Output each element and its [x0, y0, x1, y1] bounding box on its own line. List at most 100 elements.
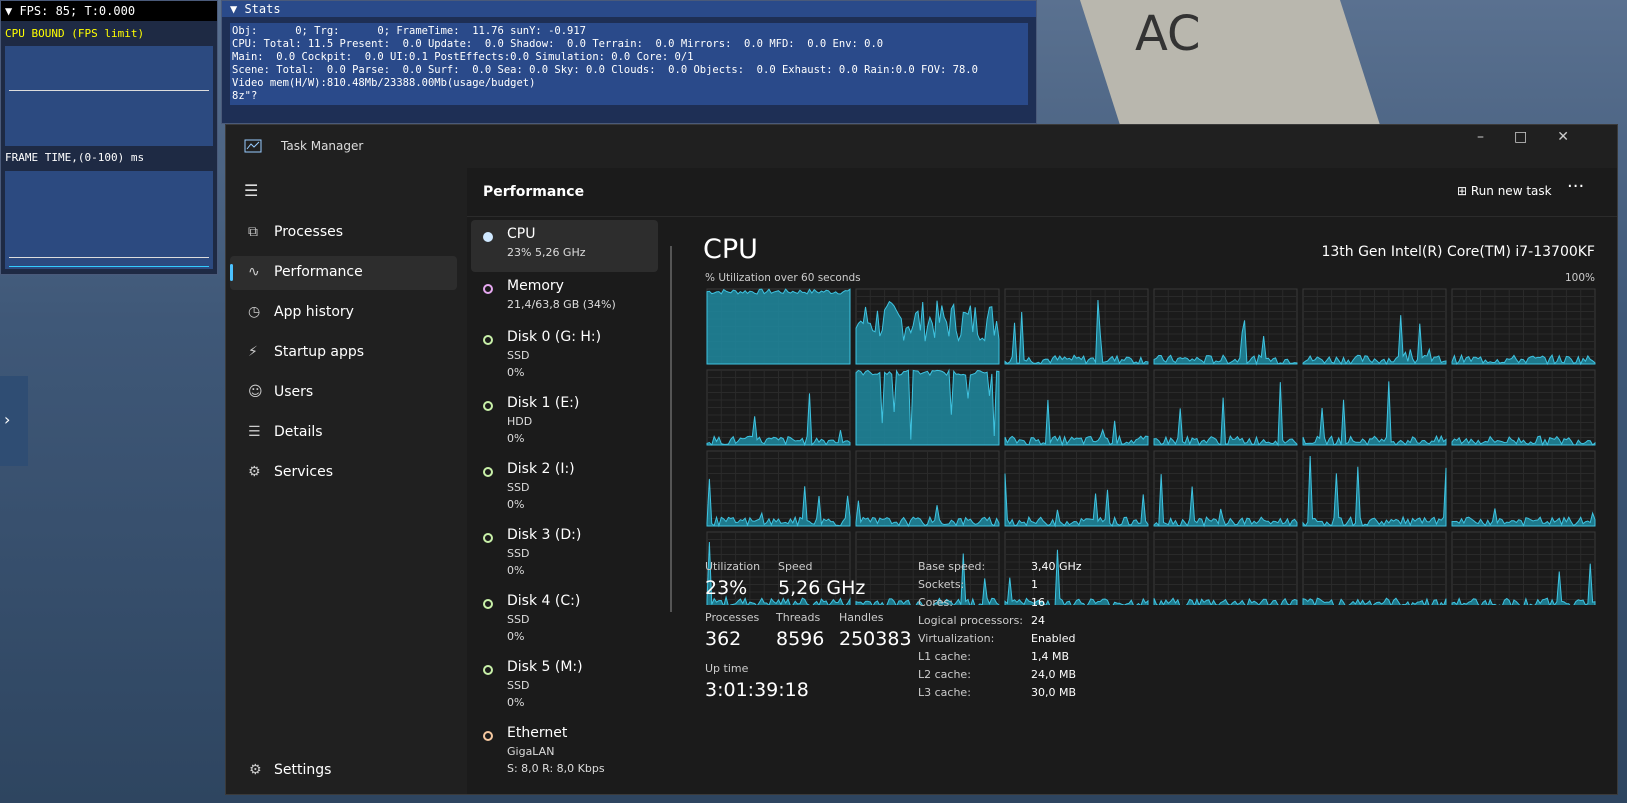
content: Performance ⊞ Run new task ··· CPU 23% 5,…: [467, 168, 1617, 794]
spec-label: Sockets:: [918, 578, 965, 591]
device-name[interactable]: Disk 2 (I:): [507, 461, 575, 477]
settings[interactable]: Settings: [274, 762, 332, 778]
stats-text: Obj: 0; Trg: 0; FrameTime: 11.76 sunY: -…: [230, 23, 1028, 105]
stat-label: Speed: [778, 560, 813, 573]
device-detail: 0%: [507, 696, 525, 709]
core-usage: [855, 553, 1000, 605]
core-usage: [1302, 456, 1447, 527]
spec-value: 1,4 MB: [1031, 650, 1070, 663]
core-usage: [855, 500, 1000, 528]
device-detail: 23% 5,26 GHz: [507, 246, 586, 259]
nav-item[interactable]: Startup apps: [274, 344, 365, 360]
stats-line: 8z"?: [232, 90, 258, 102]
frame-time-label: FRAME TIME,(0-100) ms: [5, 151, 145, 164]
device-detail: GigaLAN: [507, 745, 555, 758]
spec-label: L1 cache:: [918, 650, 971, 663]
device-detail: SSD: [507, 679, 530, 692]
spec-value: 16: [1031, 596, 1045, 609]
nav-selected: [230, 256, 457, 290]
nav-item[interactable]: App history: [274, 304, 354, 320]
nav-icon: ☰: [248, 424, 261, 440]
core-usage: [706, 288, 851, 365]
stat-value: 3:01:39:18: [705, 679, 809, 701]
device-dot: [483, 599, 493, 609]
spec-label: L3 cache:: [918, 686, 971, 699]
side-tab[interactable]: ›: [0, 376, 28, 466]
core-usage: [855, 368, 1000, 446]
stats-panel: ▼ Stats Obj: 0; Trg: 0; FrameTime: 11.76…: [221, 0, 1037, 124]
spec-value: 30,0 MB: [1031, 686, 1077, 699]
stats-line: Obj: 0; Trg: 0; FrameTime: 11.76 sunY: -…: [232, 25, 587, 37]
core-usage: [855, 300, 1000, 365]
core-usage: [1153, 474, 1298, 528]
nav-item[interactable]: Details: [274, 424, 323, 440]
spec-value: Enabled: [1031, 632, 1076, 645]
fps-text: FPS: 85; T:0.000: [19, 4, 136, 18]
fps-graph: [5, 46, 213, 146]
core-usage: [1153, 320, 1298, 366]
spec-label: Logical processors:: [918, 614, 1024, 627]
device-detail: S: 8,0 R: 8,0 Kbps: [507, 762, 605, 775]
core-usage: [706, 541, 851, 605]
nav-icon: ☺: [248, 384, 263, 400]
device-detail: SSD: [507, 547, 530, 560]
nav-item[interactable]: Processes: [274, 224, 344, 240]
device-detail: 0%: [507, 630, 525, 643]
core-usage: [706, 393, 851, 447]
spec-label: L2 cache:: [918, 668, 971, 681]
run-new-task-button[interactable]: ⊞ Run new task: [1457, 184, 1552, 198]
stats-line: Main: 0.0 Cockpit: 0.0 UI:0.1 PostEffect…: [232, 51, 694, 63]
device-name[interactable]: Disk 0 (G: H:): [507, 329, 602, 345]
fps-header: ▼ FPS: 85; T:0.000: [1, 1, 217, 21]
device-detail: HDD: [507, 415, 533, 428]
device-name[interactable]: Ethernet: [507, 725, 568, 741]
core-graphs: [706, 288, 1596, 605]
device-dot: [483, 731, 493, 741]
device-detail: 21,4/63,8 GB (34%): [507, 298, 616, 311]
cpu-bound: CPU BOUND (FPS limit): [5, 27, 145, 40]
spec-value: 1: [1031, 578, 1038, 591]
settings-icon: ⚙: [249, 762, 262, 778]
stat-value: 5,26 GHz: [778, 577, 866, 599]
device-dot: [483, 284, 493, 294]
spec-value: 24: [1031, 614, 1045, 627]
core-usage: [1153, 382, 1298, 447]
device-detail: SSD: [507, 613, 530, 626]
stat-label: Processes: [705, 611, 760, 624]
graph-label: % Utilization over 60 seconds: [705, 272, 861, 284]
more-button[interactable]: ···: [1567, 176, 1585, 197]
device-name[interactable]: Disk 3 (D:): [507, 527, 582, 543]
nav-item[interactable]: Services: [274, 464, 334, 480]
device-name[interactable]: Memory: [507, 278, 564, 294]
background-plane: AC: [1080, 0, 1380, 125]
nav-item[interactable]: Users: [274, 384, 314, 400]
device-name[interactable]: CPU: [507, 226, 536, 242]
device-selected: [471, 220, 658, 272]
spec-label: Base speed:: [918, 560, 986, 573]
stat-value: 8596: [776, 628, 825, 650]
menu-button[interactable]: ☰: [244, 181, 259, 200]
overlay-panel: ▼ FPS: 85; T:0.000 CPU BOUND (FPS limit)…: [0, 0, 218, 275]
device-name[interactable]: Disk 4 (C:): [507, 593, 581, 609]
core-usage: [1451, 508, 1596, 527]
graph-max: 100%: [1564, 272, 1595, 284]
nav-icon: ◷: [248, 304, 261, 320]
stat-label: Handles: [839, 611, 884, 624]
core-usage: [1004, 549, 1149, 605]
device-dot: [483, 335, 493, 345]
stats-header[interactable]: ▼ Stats: [222, 1, 1036, 17]
window-controls[interactable]: –□✕: [1477, 129, 1599, 145]
core-usage: [1004, 473, 1149, 528]
device-detail: 0%: [507, 498, 525, 511]
core-usage: [1004, 299, 1149, 365]
core-usage: [1451, 353, 1596, 366]
scrollbar: [670, 246, 672, 612]
device-name[interactable]: Disk 1 (E:): [507, 395, 580, 411]
device-name[interactable]: Disk 5 (M:): [507, 659, 583, 675]
device-dot: [483, 533, 493, 543]
device-detail: SSD: [507, 349, 530, 362]
nav-item[interactable]: Performance: [274, 264, 363, 280]
window-title: Task Manager: [281, 139, 364, 153]
device-dot: [483, 467, 493, 477]
device-detail: SSD: [507, 481, 530, 494]
